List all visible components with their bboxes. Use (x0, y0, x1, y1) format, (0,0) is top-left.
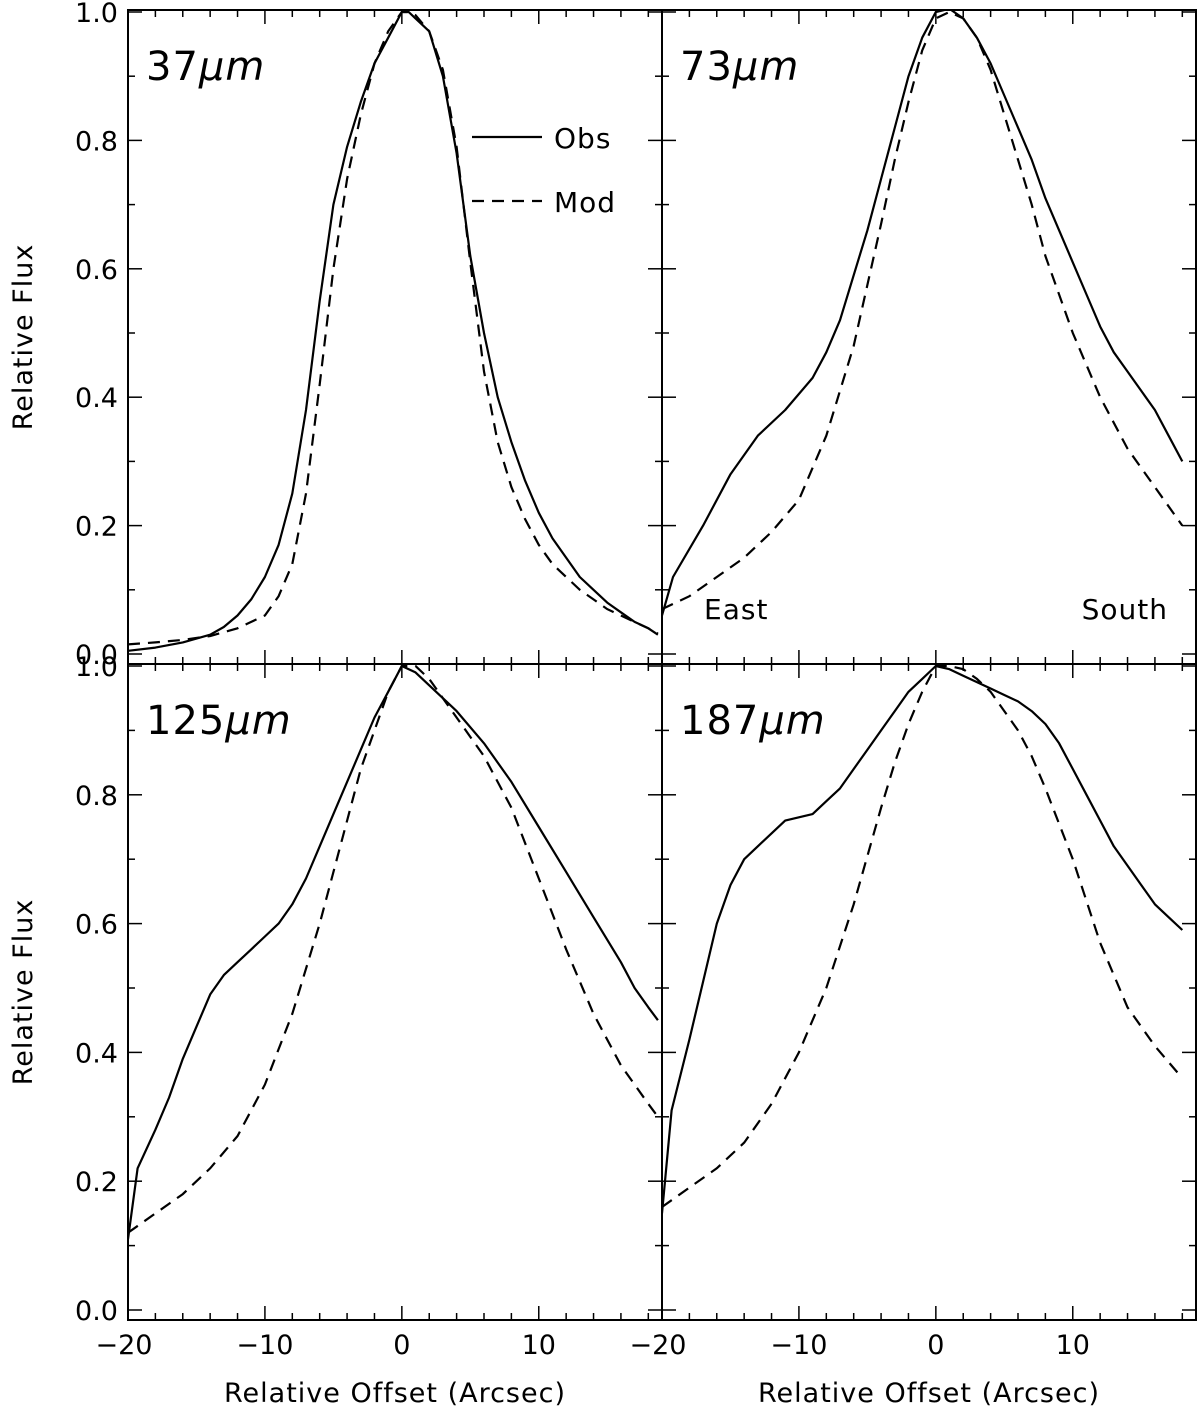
series-line-obs (128, 664, 659, 1240)
x-tick-label: −10 (770, 1330, 827, 1361)
y-tick-label: 0.4 (75, 1038, 118, 1069)
y-axis-title: Relative Flux (8, 899, 39, 1086)
y-tick-label: 0.0 (75, 640, 118, 671)
x-tick-label: 0 (393, 1330, 410, 1361)
panel-wavelength: 73 (680, 44, 733, 90)
x-axis-title: Relative Offset (Arcsec) (758, 1378, 1100, 1409)
x-tick-label: 10 (1056, 1330, 1090, 1361)
panel-0: 0.0 0.2 0.4 0.6 0.8 1.0 Relative Flux 37µm Obs Mo… (8, 0, 663, 671)
y-tick-label: 1.0 (75, 0, 118, 29)
panel-label: 187µm (680, 698, 826, 744)
panel-unit: µm (758, 698, 825, 744)
y-tick-label: 0.8 (75, 781, 118, 812)
series-line-obs (128, 10, 659, 652)
annotation-east: East (704, 593, 768, 626)
series-line-mod (128, 10, 659, 646)
y-tick-label: 0.2 (75, 1167, 118, 1198)
series-line-obs (662, 10, 1184, 616)
annotation-south: South (1082, 593, 1168, 626)
panel-unit: µm (224, 698, 291, 744)
y-axis-title: Relative Flux (8, 244, 39, 431)
panel-wavelength: 125 (146, 698, 225, 744)
panel-wavelength: 37 (146, 44, 199, 90)
panel-label: 125µm (146, 698, 292, 744)
y-tick-label: 0.6 (75, 910, 118, 941)
y-tick-label: 1.0 (75, 652, 118, 683)
y-tick-label: 0.2 (75, 512, 118, 543)
panel-unit: µm (732, 44, 799, 90)
x-tick-label: −20 (630, 1330, 687, 1361)
panel-frame (127, 9, 663, 665)
panel-label: 73µm (680, 44, 799, 90)
x-axis-title: Relative Offset (Arcsec) (224, 1378, 566, 1409)
panel-frame (127, 663, 663, 1321)
panel-wavelength: 187 (680, 698, 759, 744)
panel-label: 37µm (146, 44, 265, 90)
series-line-mod (662, 10, 1184, 611)
x-tick-label: 0 (927, 1330, 944, 1361)
panel-3: −20 −10 0 10 Relative Offset (Arcsec) 187µm (630, 663, 1197, 1409)
panel-unit: µm (198, 44, 265, 90)
legend-label-mod: Mod (554, 186, 616, 219)
y-tick-label: 0.8 (75, 126, 118, 157)
panel-1: 73µm East South (661, 9, 1197, 665)
panel-frame (661, 663, 1197, 1321)
panel-frame (661, 9, 1197, 665)
panel-2: 0.0 0.2 0.4 0.6 0.8 1.0 −20 −10 0 10 Relative Offs… (8, 652, 663, 1409)
x-tick-label: −20 (96, 1330, 153, 1361)
series-line-mod (128, 664, 659, 1234)
legend-label-obs: Obs (554, 122, 611, 155)
series-line-mod (662, 664, 1184, 1208)
x-tick-label: 10 (522, 1330, 556, 1361)
series-line-obs (662, 664, 1184, 1214)
y-tick-label: 0.6 (75, 255, 118, 286)
y-tick-label: 0.0 (75, 1296, 118, 1327)
x-tick-label: −10 (236, 1330, 293, 1361)
y-tick-label: 0.4 (75, 383, 118, 414)
